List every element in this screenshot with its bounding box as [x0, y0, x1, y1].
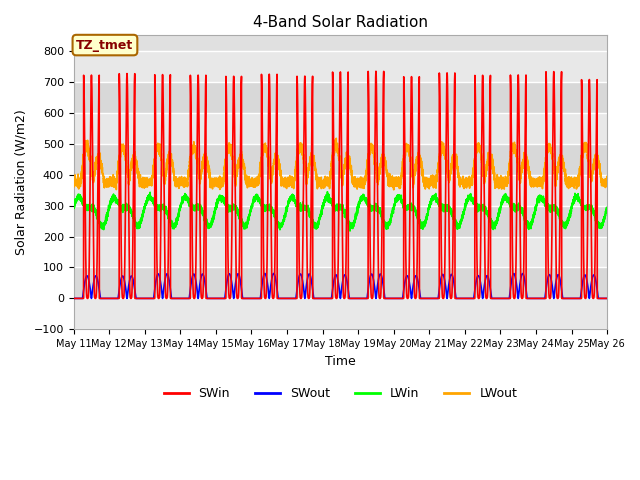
SWout [261, 271, 269, 276]
Bar [74, 267, 607, 299]
LWout [604, 176, 611, 182]
Bar [74, 175, 607, 205]
LWout [574, 181, 582, 187]
Line: LWout: LWout [74, 138, 607, 190]
SWout [251, 296, 259, 301]
LWout [581, 144, 589, 150]
Text: TZ_tmet: TZ_tmet [76, 38, 134, 51]
Bar [74, 299, 607, 329]
LWin [574, 198, 582, 204]
SWin [574, 296, 582, 301]
SWout [475, 273, 483, 279]
SWout [581, 272, 589, 278]
SWout [323, 296, 330, 301]
LWout [323, 180, 330, 186]
SWout [70, 296, 77, 301]
SWin [581, 294, 589, 300]
Bar [74, 205, 607, 237]
Bar [74, 82, 607, 113]
LWin [475, 206, 483, 212]
SWin [251, 296, 259, 301]
Bar [74, 144, 607, 175]
LWout [70, 173, 77, 179]
LWin [70, 203, 77, 209]
LWout [475, 145, 483, 151]
SWin [323, 296, 330, 301]
X-axis label: Time: Time [325, 355, 356, 368]
Legend: SWin, SWout, LWin, LWout: SWin, SWout, LWin, LWout [159, 383, 522, 406]
SWout [460, 296, 467, 301]
LWout [251, 180, 259, 185]
Y-axis label: Solar Radiation (W/m2): Solar Radiation (W/m2) [15, 109, 28, 255]
Bar [74, 51, 607, 82]
LWout [460, 182, 468, 188]
SWin [372, 68, 380, 74]
LWin [604, 205, 611, 211]
SWin [604, 296, 611, 301]
LWin [460, 212, 468, 217]
SWin [475, 296, 483, 301]
Bar [74, 237, 607, 267]
SWin [460, 296, 467, 301]
LWin [346, 228, 354, 234]
LWin [581, 204, 589, 210]
SWout [574, 296, 582, 301]
SWout [604, 296, 611, 301]
Bar [74, 113, 607, 144]
LWin [323, 192, 330, 198]
SWin [70, 296, 77, 301]
LWout [332, 135, 340, 141]
Line: SWin: SWin [74, 71, 607, 299]
Line: LWin: LWin [74, 192, 607, 231]
LWout [390, 187, 397, 192]
Line: SWout: SWout [74, 274, 607, 299]
LWin [324, 189, 332, 194]
Title: 4-Band Solar Radiation: 4-Band Solar Radiation [253, 15, 428, 30]
LWin [251, 197, 259, 203]
